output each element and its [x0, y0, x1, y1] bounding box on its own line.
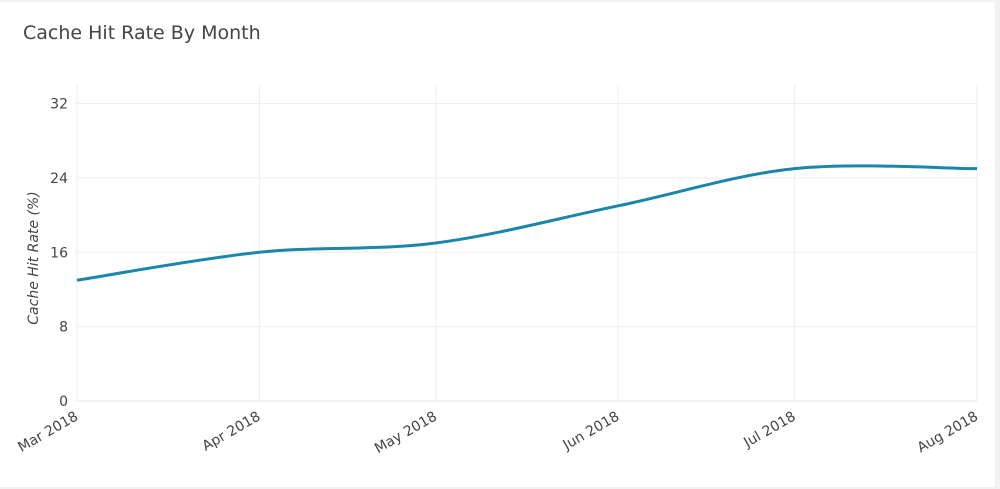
- y-tick-label: 0: [59, 394, 68, 410]
- y-tick-label: 8: [59, 320, 68, 336]
- x-tick-label: May 2018: [372, 409, 440, 457]
- gridlines: [76, 85, 978, 402]
- x-axis-ticks: Mar 2018 Apr 2018 May 2018 Jun 2018 Jul 2018…: [15, 409, 981, 457]
- y-tick-label: 24: [50, 171, 68, 187]
- x-tick-label: Jun 2018: [560, 409, 623, 454]
- y-axis-ticks: 0 8 16 24 32: [50, 97, 68, 410]
- y-tick-label: 16: [50, 245, 68, 261]
- chart-title: Cache Hit Rate By Month: [23, 22, 261, 44]
- x-tick-label: Aug 2018: [915, 409, 981, 457]
- series-line-cache-hit-rate[interactable]: [76, 164, 978, 282]
- x-tick-label: Jul 2018: [740, 409, 798, 452]
- x-tick-label: Apr 2018: [200, 409, 264, 455]
- x-tick-label: Mar 2018: [15, 409, 81, 456]
- y-axis-label: Cache Hit Rate (%): [26, 191, 42, 324]
- y-tick-label: 32: [50, 97, 68, 113]
